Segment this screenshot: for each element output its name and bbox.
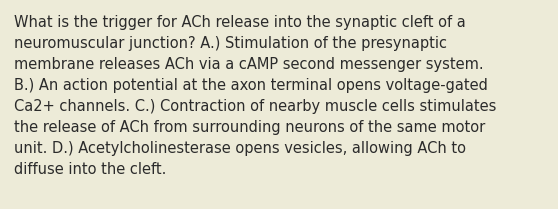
Text: What is the trigger for ACh release into the synaptic cleft of a
neuromuscular j: What is the trigger for ACh release into…: [14, 15, 496, 177]
